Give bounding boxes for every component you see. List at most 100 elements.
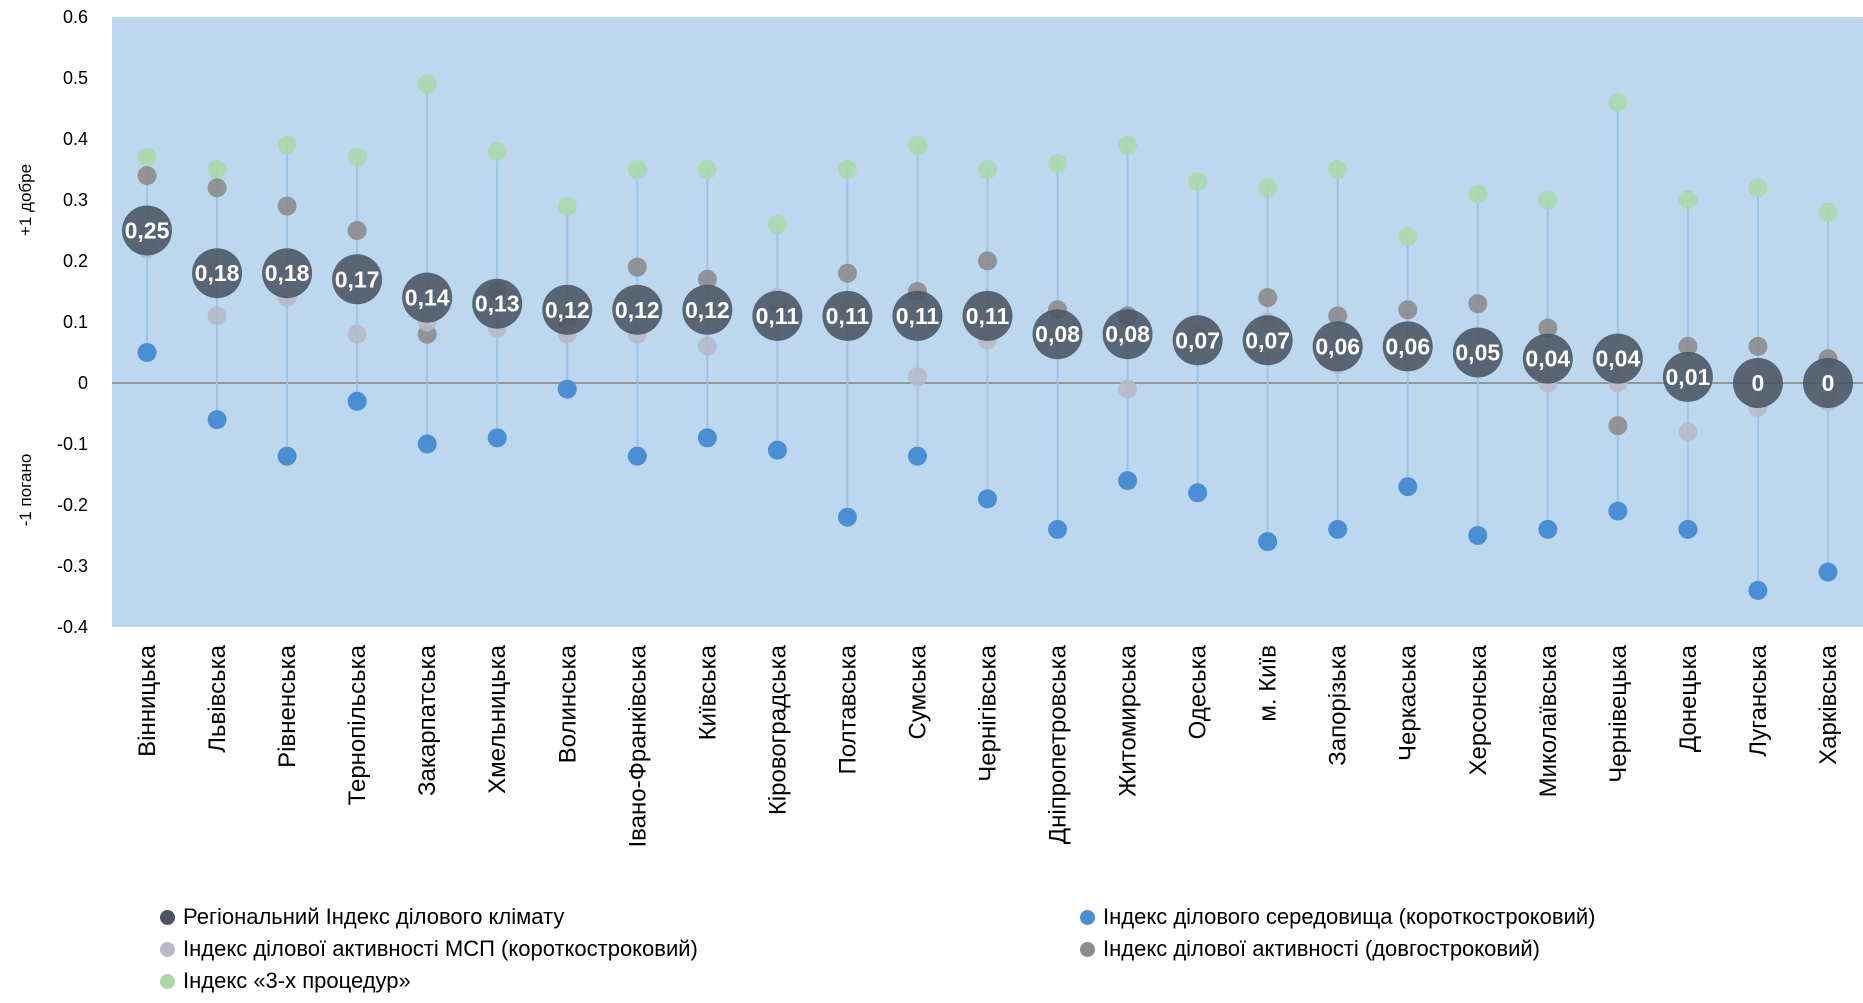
y-tick-label: 0.2 xyxy=(63,251,88,271)
point-regional-index xyxy=(1242,315,1293,366)
point-long-term-activity xyxy=(627,257,647,277)
data-label-regional-index: 0,01 xyxy=(1666,364,1711,390)
data-label-regional-index: 0,17 xyxy=(335,266,380,292)
point-business-environment xyxy=(697,428,717,448)
legend: Регіональний Індекс ділового клімату Інд… xyxy=(160,904,1860,1000)
main-index-bubbles: 0,25 0,18 0,18 0,17 0,14 0,13 0,12 0,12 0,12 0,11… xyxy=(122,205,1853,408)
point-business-environment xyxy=(1608,501,1628,521)
point-regional-index xyxy=(1102,309,1153,360)
y-axis-label-bad: -1 погано xyxy=(16,454,35,527)
legend-swatch-three-procedures xyxy=(160,973,175,989)
point-three-procedures xyxy=(627,160,647,179)
point-business-environment xyxy=(907,446,927,466)
x-tick-label: Чернігівська xyxy=(975,644,1002,781)
x-tick-label: Полтавська xyxy=(834,644,861,774)
x-tick-label: Волинська xyxy=(554,644,581,763)
point-regional-index xyxy=(612,284,663,335)
point-long-term-activity xyxy=(347,221,367,240)
point-business-environment xyxy=(1118,471,1138,491)
point-regional-index xyxy=(1032,309,1083,360)
point-long-term-activity xyxy=(697,269,717,289)
point-three-procedures xyxy=(1748,178,1768,198)
point-sme-activity xyxy=(207,306,227,326)
point-regional-index xyxy=(752,290,803,341)
y-axis-ticks: -0.4 -0.3 -0.2 -0.1 0 0.1 0.2 0.3 0.4 0.5 0.6 xyxy=(57,7,88,637)
x-tick-label: Одеська xyxy=(1185,644,1212,739)
legend-item-three-procedures: Індекс «3-х процедур» xyxy=(160,968,411,994)
x-tick-label: Рівненська xyxy=(274,644,301,767)
point-long-term-activity xyxy=(207,178,227,198)
legend-label-long-term-activity: Індекс ділової активності (довгострокови… xyxy=(1103,936,1540,961)
point-three-procedures xyxy=(1608,92,1628,112)
point-regional-index xyxy=(1172,315,1223,366)
point-long-term-activity xyxy=(978,251,997,271)
point-long-term-activity xyxy=(1328,306,1348,326)
legend-label-three-procedures: Індекс «3-х процедур» xyxy=(183,968,411,993)
point-three-procedures xyxy=(487,141,507,161)
y-tick-label: -0.4 xyxy=(57,617,88,637)
point-long-term-activity xyxy=(277,196,297,216)
point-regional-index xyxy=(682,284,733,335)
point-three-procedures xyxy=(1468,184,1488,204)
point-three-procedures xyxy=(557,196,577,216)
point-three-procedures xyxy=(137,147,157,167)
data-label-regional-index: 0,05 xyxy=(1455,340,1500,366)
point-business-environment xyxy=(1748,580,1768,600)
point-three-procedures xyxy=(1328,160,1348,179)
data-label-regional-index: 0,04 xyxy=(1525,346,1570,372)
y-tick-label: 0.6 xyxy=(63,7,88,27)
y-tick-label: -0.2 xyxy=(57,495,88,515)
data-label-regional-index: 0,07 xyxy=(1175,327,1220,353)
point-business-environment xyxy=(1048,519,1068,539)
data-label-regional-index: 0,25 xyxy=(125,218,170,244)
x-tick-label: Луганська xyxy=(1745,644,1772,756)
y-tick-label: 0.3 xyxy=(63,190,88,210)
x-tick-label: Київська xyxy=(694,644,721,740)
data-label-regional-index: 0,11 xyxy=(826,303,870,329)
point-business-environment xyxy=(137,343,157,362)
legend-item-business-environment: Індекс ділового середовища (короткострок… xyxy=(1080,904,1596,930)
point-business-environment xyxy=(417,434,437,454)
point-regional-index xyxy=(262,248,313,299)
point-long-term-activity xyxy=(1678,336,1698,356)
point-long-term-activity xyxy=(1538,318,1558,338)
point-three-procedures xyxy=(837,160,857,179)
point-three-procedures xyxy=(1678,190,1698,210)
x-tick-label: Закарпатська xyxy=(414,644,441,796)
y-tick-label: -0.3 xyxy=(57,556,88,576)
x-tick-label: Харківська xyxy=(1815,644,1842,765)
point-three-procedures xyxy=(417,74,437,94)
data-label-regional-index: 0,04 xyxy=(1595,346,1640,372)
point-sme-activity xyxy=(347,324,367,344)
point-regional-index xyxy=(1592,333,1643,384)
point-business-environment xyxy=(487,428,507,448)
point-long-term-activity xyxy=(1748,336,1768,356)
point-regional-index xyxy=(1802,358,1853,408)
point-business-environment xyxy=(207,410,227,430)
point-three-procedures xyxy=(697,160,717,179)
legend-label-sme-activity: Індекс ділової активності МСП (короткост… xyxy=(183,936,698,961)
point-business-environment xyxy=(1328,519,1348,539)
point-regional-index xyxy=(192,248,243,299)
category-labels: Вінницька Львівська Рівненська Тернопільськ… xyxy=(134,644,1842,847)
data-label-regional-index: 0,07 xyxy=(1245,327,1290,353)
point-sme-activity xyxy=(697,336,717,356)
data-label-regional-index: 0 xyxy=(1752,370,1765,396)
point-regional-index xyxy=(332,254,383,305)
point-three-procedures xyxy=(277,135,297,155)
legend-swatch-business-environment xyxy=(1080,909,1095,925)
data-label-regional-index: 0,11 xyxy=(966,303,1010,329)
data-label-regional-index: 0,14 xyxy=(405,285,450,311)
y-tick-label: -0.1 xyxy=(57,434,88,454)
legend-swatch-sme-activity xyxy=(160,941,175,957)
point-business-environment xyxy=(1258,532,1278,552)
data-label-regional-index: 0,08 xyxy=(1105,321,1150,347)
point-regional-index xyxy=(1662,351,1713,402)
point-three-procedures xyxy=(1398,227,1418,247)
x-tick-label: Черкаська xyxy=(1395,644,1422,761)
x-tick-label: Чернівецька xyxy=(1605,644,1632,782)
point-regional-index xyxy=(472,278,523,329)
point-long-term-activity xyxy=(137,166,157,186)
data-label-regional-index: 0,11 xyxy=(896,303,940,329)
